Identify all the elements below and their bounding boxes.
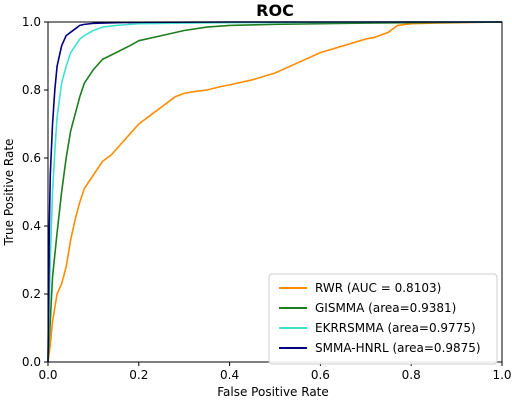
chart-title: ROC [256,1,294,20]
y-tick-label: 0.8 [22,83,41,97]
legend: RWR (AUC = 0.8103) GISMMA (area=0.9381) EK… [268,273,498,365]
y-tick-label: 1.0 [22,15,41,29]
x-tick-label: 0.0 [38,368,57,382]
legend-label: GISMMA (area=0.9381) [315,301,456,315]
legend-label: SMMA-HNRL (area=0.9875) [315,341,481,355]
legend-box [268,273,498,365]
legend-label: RWR (AUC = 0.8103) [315,281,441,295]
x-tick-label: 0.6 [311,368,330,382]
x-axis-title: False Positive Rate [217,385,329,399]
x-tick-label: 0.2 [129,368,148,382]
x-tick-label: 0.4 [220,368,239,382]
legend-label: EKRRSMMA (area=0.9775) [315,321,476,335]
y-axis-title: True Positive Rate [2,139,16,247]
y-tick-label: 0.6 [22,151,41,165]
y-tick-label: 0.2 [22,287,41,301]
x-tick-label: 0.8 [402,368,421,382]
y-tick-label: 0.4 [22,219,41,233]
series-line-2 [47,21,503,363]
series-line-1 [47,21,503,363]
y-tick-label: 0.0 [22,355,41,369]
x-tick-label: 1.0 [492,368,511,382]
